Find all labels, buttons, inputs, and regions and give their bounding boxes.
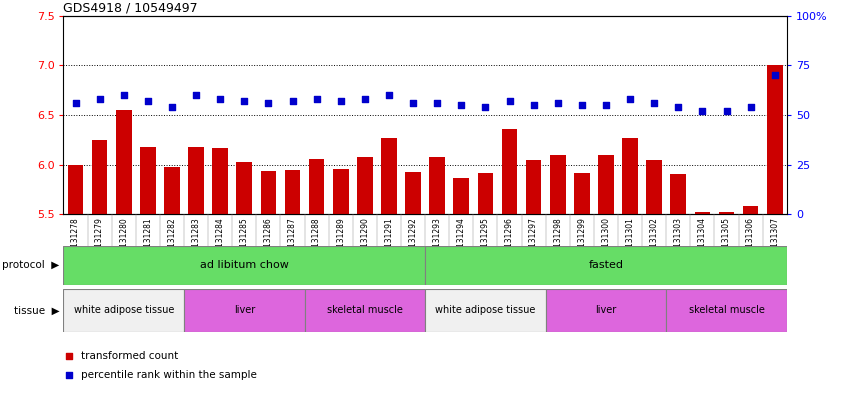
Point: [261, 100, 275, 106]
Bar: [429, 157, 445, 214]
Point: [503, 98, 516, 104]
Bar: [425, 289, 546, 332]
Text: fasted: fasted: [589, 260, 624, 270]
Point: [672, 104, 685, 110]
Point: [599, 102, 613, 108]
Bar: [667, 289, 787, 332]
Point: [141, 98, 155, 104]
Point: [310, 96, 323, 102]
Bar: [116, 110, 132, 214]
Bar: [425, 246, 787, 285]
Bar: [284, 169, 300, 214]
Bar: [766, 65, 783, 214]
Bar: [91, 140, 107, 214]
Point: [431, 100, 444, 106]
Bar: [453, 178, 470, 214]
Text: skeletal muscle: skeletal muscle: [327, 305, 403, 316]
Point: [190, 92, 203, 98]
Bar: [574, 173, 590, 214]
Bar: [622, 138, 638, 214]
Point: [69, 100, 82, 106]
Bar: [598, 155, 614, 214]
Point: [63, 353, 76, 359]
Text: percentile rank within the sample: percentile rank within the sample: [80, 370, 256, 380]
Bar: [184, 289, 305, 332]
Text: ad libitum chow: ad libitum chow: [200, 260, 288, 270]
Bar: [502, 129, 518, 214]
Text: protocol  ▶: protocol ▶: [2, 260, 59, 270]
Bar: [212, 148, 228, 214]
Bar: [140, 147, 156, 214]
Bar: [309, 159, 325, 214]
Bar: [546, 289, 667, 332]
Point: [575, 102, 589, 108]
Bar: [332, 169, 349, 214]
Bar: [261, 171, 277, 214]
Bar: [670, 174, 686, 214]
Text: tissue  ▶: tissue ▶: [14, 305, 59, 316]
Text: white adipose tissue: white adipose tissue: [74, 305, 174, 316]
Bar: [68, 165, 84, 214]
Bar: [477, 173, 493, 214]
Bar: [695, 212, 711, 214]
Point: [454, 102, 468, 108]
Point: [117, 92, 130, 98]
Bar: [188, 147, 204, 214]
Text: transformed count: transformed count: [80, 351, 178, 361]
Point: [334, 98, 348, 104]
Bar: [357, 157, 373, 214]
Text: white adipose tissue: white adipose tissue: [435, 305, 536, 316]
Point: [63, 372, 76, 378]
Bar: [550, 155, 566, 214]
Bar: [525, 160, 541, 214]
Point: [768, 72, 782, 78]
Point: [624, 96, 637, 102]
Point: [165, 104, 179, 110]
Point: [479, 104, 492, 110]
Point: [695, 108, 709, 114]
Point: [551, 100, 564, 106]
Bar: [164, 167, 180, 214]
Point: [358, 96, 371, 102]
Bar: [236, 162, 252, 214]
Point: [527, 102, 541, 108]
Point: [744, 104, 757, 110]
Bar: [63, 246, 425, 285]
Text: liver: liver: [596, 305, 617, 316]
Text: skeletal muscle: skeletal muscle: [689, 305, 765, 316]
Point: [720, 108, 733, 114]
Bar: [63, 289, 184, 332]
Point: [213, 96, 227, 102]
Text: GDS4918 / 10549497: GDS4918 / 10549497: [63, 2, 198, 15]
Point: [382, 92, 396, 98]
Bar: [305, 289, 425, 332]
Point: [647, 100, 661, 106]
Text: liver: liver: [233, 305, 255, 316]
Bar: [381, 138, 397, 214]
Bar: [718, 212, 734, 214]
Bar: [743, 206, 759, 214]
Bar: [646, 160, 662, 214]
Point: [286, 98, 299, 104]
Bar: [405, 171, 421, 214]
Point: [238, 98, 251, 104]
Point: [406, 100, 420, 106]
Point: [93, 96, 107, 102]
